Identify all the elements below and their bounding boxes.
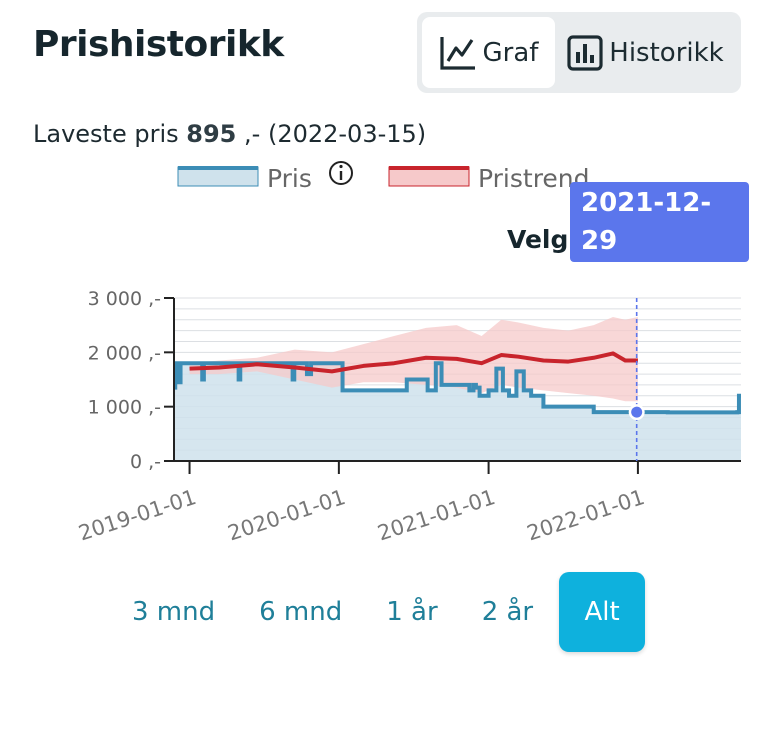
chart-legend: Pris Pristrend	[177, 161, 590, 193]
range-button-1-ar[interactable]: 1 år	[386, 597, 438, 627]
x-tick-label: 2022-01-01	[524, 485, 647, 546]
selected-point	[631, 406, 643, 418]
range-selector: 3 mnd 6 mnd 1 år 2 år Alt	[110, 572, 646, 652]
tooltip-date: 2021-12-29	[581, 188, 712, 256]
bar-chart-icon	[567, 34, 603, 71]
range-button-2-ar[interactable]: 2 år	[481, 597, 534, 627]
velg-label: Velg	[507, 225, 569, 254]
x-tick-label: 2021-01-01	[375, 485, 498, 546]
graph-tab[interactable]: Graf	[422, 17, 555, 88]
trend-line	[189, 351, 638, 374]
legend-label-pris: Pris	[267, 164, 312, 193]
price-chart[interactable]: 0 ,- 1 000 ,- 2 000 ,- 3 000 ,- 2019-01-01 20…	[0, 150, 773, 560]
x-tick-label: 2020-01-01	[225, 485, 348, 546]
page-title: Prishistorikk	[33, 24, 284, 65]
y-tick-label: 0 ,-	[130, 451, 161, 473]
history-tab[interactable]: Historikk	[555, 17, 736, 88]
info-icon[interactable]	[329, 161, 353, 185]
lowest-price-prefix: Laveste pris	[33, 120, 179, 148]
graph-tab-label: Graf	[482, 37, 539, 68]
y-tick-label: 3 000 ,-	[88, 288, 161, 310]
view-toggle: Graf Historikk	[417, 12, 741, 93]
y-tick-label: 1 000 ,-	[88, 397, 161, 419]
price-chart-svg[interactable]: 0 ,- 1 000 ,- 2 000 ,- 3 000 ,- 2019-01-01 20…	[0, 150, 773, 560]
range-button-6-mnd[interactable]: 6 mnd	[259, 597, 343, 627]
tooltip-value: 899 ,-	[581, 263, 654, 292]
range-button-3-mnd[interactable]: 3 mnd	[132, 597, 216, 627]
history-tab-label: Historikk	[609, 37, 724, 68]
x-tick-label: 2019-01-01	[76, 485, 199, 546]
lowest-price: Laveste pris 895 ,- (2022-03-15)	[33, 120, 426, 148]
lowest-price-amount: 895	[186, 120, 237, 148]
y-tick-label: 2 000 ,-	[88, 342, 161, 364]
info-icon-ring	[329, 161, 353, 185]
range-button-alt[interactable]: Alt	[559, 572, 646, 652]
chart-tooltip: 2021-12-29 899 ,-	[570, 182, 749, 292]
line-chart-icon	[439, 36, 475, 70]
price-area	[174, 363, 741, 461]
info-icon-dot	[339, 164, 343, 169]
lowest-price-suffix: ,- (2022-03-15)	[244, 120, 427, 148]
